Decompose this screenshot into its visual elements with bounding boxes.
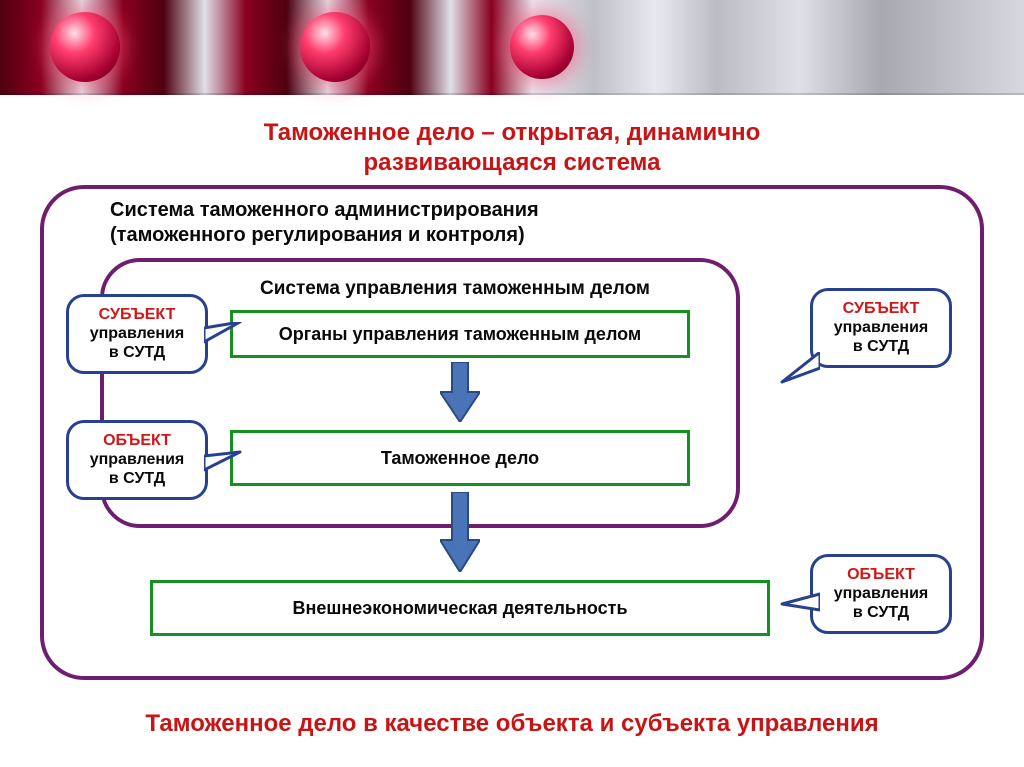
callout-subject-left-sutd: в СУТД bbox=[109, 344, 165, 361]
callout-object-right: ОБЪЕКТ управления в СУТД bbox=[810, 554, 952, 634]
callout-object-left-sutd: в СУТД bbox=[109, 470, 165, 487]
orb-icon bbox=[510, 15, 574, 79]
callout-subject-right-tail bbox=[778, 352, 818, 382]
admin-line-1: Система таможенного администрирования bbox=[110, 199, 539, 221]
callout-subject-left-mgmt: управления bbox=[90, 325, 185, 342]
system-management-label: Система управления таможенным делом bbox=[260, 278, 710, 300]
decorative-banner bbox=[0, 0, 1024, 95]
callout-object-left-mgmt: управления bbox=[90, 451, 185, 468]
callout-object-left-tail bbox=[204, 450, 244, 480]
callout-subject-left-tail bbox=[204, 322, 244, 352]
box-ved-text: Внешнеэкономическая деятельность bbox=[292, 598, 627, 619]
box-foreign-economic-activity: Внешнеэкономическая деятельность bbox=[150, 580, 770, 636]
callout-subject-right-mgmt: управления bbox=[834, 319, 929, 336]
callout-object-right-mgmt: управления bbox=[834, 585, 929, 602]
callout-subject-right-sutd: в СУТД bbox=[853, 338, 909, 355]
callout-object-right-sutd: в СУТД bbox=[853, 604, 909, 621]
arrow-down-1 bbox=[440, 362, 480, 422]
callout-subject-right: СУБЪЕКТ управления в СУТД bbox=[810, 288, 952, 368]
callout-object-left: ОБЪЕКТ управления в СУТД bbox=[66, 420, 208, 500]
callout-subject-left: СУБЪЕКТ управления в СУТД bbox=[66, 294, 208, 374]
slide-page: Таможенное дело – открытая, динамично ра… bbox=[0, 0, 1024, 767]
box-organs: Органы управления таможенным делом bbox=[230, 310, 690, 358]
title-line-2: развивающаяся система bbox=[364, 149, 661, 176]
arrow-down-2 bbox=[440, 492, 480, 572]
callout-object-left-word: ОБЪЕКТ bbox=[103, 432, 171, 449]
admin-system-label: Система таможенного администрирования (т… bbox=[110, 198, 670, 248]
box-customs-business-text: Таможенное дело bbox=[381, 448, 539, 469]
slide-title: Таможенное дело – открытая, динамично ра… bbox=[0, 118, 1024, 178]
box-customs-business: Таможенное дело bbox=[230, 430, 690, 486]
callout-subject-right-word: СУБЪЕКТ bbox=[843, 300, 920, 317]
callout-subject-left-word: СУБЪЕКТ bbox=[99, 306, 176, 323]
callout-object-right-word: ОБЪЕКТ bbox=[847, 566, 915, 583]
title-line-1: Таможенное дело – открытая, динамично bbox=[264, 119, 761, 146]
box-organs-text: Органы управления таможенным делом bbox=[279, 324, 641, 345]
admin-line-2: (таможенного регулирования и контроля) bbox=[110, 224, 525, 246]
footer-title: Таможенное дело в качестве объекта и суб… bbox=[0, 710, 1024, 738]
callout-object-right-tail bbox=[776, 590, 816, 620]
